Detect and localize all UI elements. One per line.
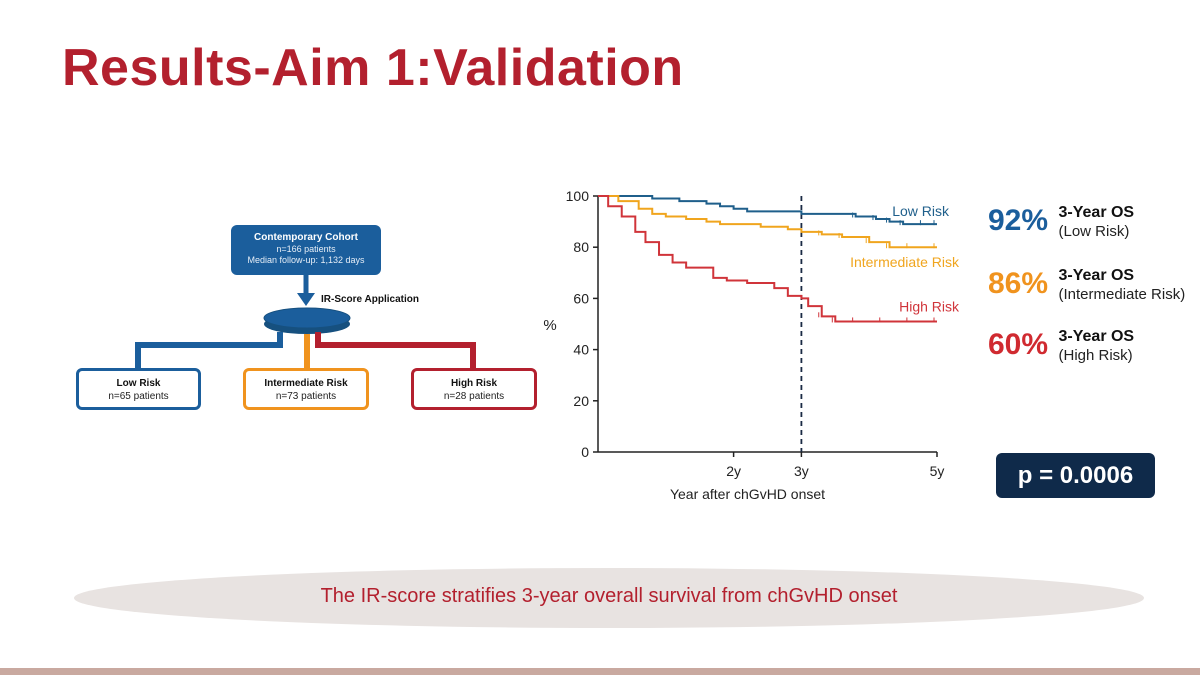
series-line-high-risk [598, 195, 937, 323]
os-stat-low-sub: (Low Risk) [1058, 223, 1130, 240]
summary-banner [74, 568, 1144, 628]
high-risk-name: High Risk [450, 378, 498, 389]
connector-low [135, 332, 283, 370]
ir-score-disc-bottom [264, 314, 350, 334]
y-tick-label: 20 [573, 393, 589, 409]
os-stat-high-label: 3-Year OS [1058, 328, 1135, 345]
high-risk-box: High Risk n=28 patients [411, 368, 537, 410]
ir-score-disc [263, 307, 351, 329]
os-stat-high-sub: (High Risk) [1058, 347, 1133, 364]
intermediate-risk-box: Intermediate Risk n=73 patients [243, 368, 369, 410]
y-tick-label: 0 [581, 444, 589, 460]
high-risk-patients: n=28 patients [443, 391, 505, 402]
os-stat-intermediate-sub: (Intermediate Risk) [1058, 286, 1186, 303]
os-stat-low-label: 3-Year OS [1058, 204, 1135, 221]
cohort-title: Contemporary Cohort [254, 232, 358, 243]
series-line-intermediate-risk [598, 195, 937, 249]
survival-chart: 0 20 40 60 80 100 2y 3y 5y Year after chGvHD onse… [543, 188, 960, 502]
connector-high [315, 332, 476, 370]
os-stat-low-pct: 92% [988, 204, 1049, 237]
y-tick-label: 40 [573, 342, 589, 358]
low-risk-name: Low Risk [116, 378, 161, 389]
summary-banner-text: The IR-score stratifies 3-year overall s… [320, 585, 898, 607]
series-line-low-risk [598, 195, 937, 226]
p-value-badge: p = 0.0006 [996, 453, 1155, 498]
bottom-strip [0, 668, 1200, 675]
intermediate-risk-name: Intermediate Risk [264, 378, 348, 389]
x-axis-label: Year after chGvHD onset [670, 486, 825, 502]
low-risk-patients: n=65 patients [108, 391, 169, 402]
os-stat-intermediate-pct: 86% [988, 267, 1049, 300]
x-tick-label: 2y [726, 463, 741, 479]
cohort-box: Contemporary Cohort n=166 patients Media… [231, 225, 381, 275]
os-stat-intermediate: 86% 3-Year OS (Intermediate Risk) [988, 266, 1185, 304]
low-risk-box: Low Risk n=65 patients [76, 368, 201, 410]
os-stat-high: 60% 3-Year OS (High Risk) [988, 327, 1134, 365]
x-tick-label: 3y [794, 463, 809, 479]
y-tick-label: 60 [573, 290, 589, 306]
cohort-followup: Median follow-up: 1,132 days [247, 255, 365, 265]
slide-title: Results-Aim 1:Validation [62, 39, 684, 97]
x-tick-label: 5y [930, 463, 945, 479]
os-stat-intermediate-label: 3-Year OS [1058, 267, 1135, 284]
y-tick-label: 80 [573, 239, 589, 255]
series-label-high-risk: High Risk [899, 298, 960, 314]
y-tick-label: 100 [566, 188, 590, 204]
series-label-low-risk: Low Risk [892, 203, 950, 219]
ir-score-label: IR-Score Application [321, 294, 419, 305]
os-stat-high-pct: 60% [988, 328, 1049, 361]
cohort-count: n=166 patients [276, 244, 336, 254]
y-axis-label: % [543, 317, 556, 334]
cohort-arrow-head [297, 293, 315, 306]
intermediate-risk-patients: n=73 patients [275, 391, 337, 402]
os-stat-low: 92% 3-Year OS (Low Risk) [988, 203, 1134, 241]
series-label-intermediate-risk: Intermediate Risk [850, 254, 960, 270]
